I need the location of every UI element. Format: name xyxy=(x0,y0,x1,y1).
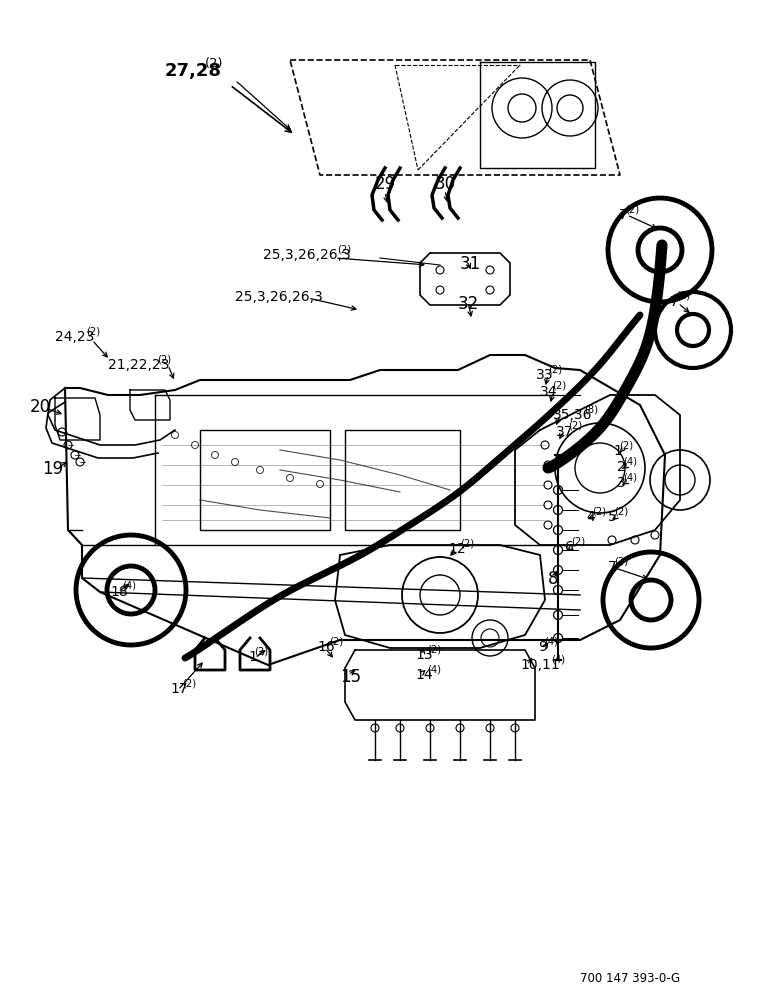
Text: 700 147 393-0-G: 700 147 393-0-G xyxy=(580,972,680,985)
Text: (4): (4) xyxy=(623,456,637,466)
Text: (2): (2) xyxy=(330,636,344,646)
Text: (2): (2) xyxy=(553,381,567,391)
Text: 35,36: 35,36 xyxy=(553,408,592,422)
Text: 18: 18 xyxy=(110,585,127,599)
Text: 13: 13 xyxy=(415,648,432,662)
Text: (2): (2) xyxy=(548,364,563,374)
Text: 29: 29 xyxy=(375,175,396,193)
Text: (2): (2) xyxy=(592,506,606,516)
Text: 25,3,26,26,3: 25,3,26,26,3 xyxy=(235,290,323,304)
Text: (2): (2) xyxy=(157,354,171,364)
Text: (4): (4) xyxy=(544,636,558,646)
Text: 17: 17 xyxy=(170,682,188,696)
Text: 1: 1 xyxy=(248,650,257,664)
Text: 20: 20 xyxy=(30,398,51,416)
Text: 30: 30 xyxy=(435,175,456,193)
Text: (2): (2) xyxy=(568,421,583,431)
Text: (8): (8) xyxy=(584,404,598,414)
Text: 7: 7 xyxy=(608,560,617,574)
Text: (4): (4) xyxy=(551,654,565,664)
Text: 9: 9 xyxy=(538,640,547,654)
Text: 5: 5 xyxy=(608,510,617,524)
Text: 32: 32 xyxy=(458,295,479,313)
Text: (2): (2) xyxy=(337,244,351,254)
Text: 19: 19 xyxy=(42,460,63,478)
Text: 37: 37 xyxy=(556,425,574,439)
Text: 4: 4 xyxy=(586,510,594,524)
Text: 21,22,23: 21,22,23 xyxy=(108,358,169,372)
Text: (2): (2) xyxy=(625,204,639,214)
Text: (2): (2) xyxy=(428,644,442,654)
Text: (2): (2) xyxy=(182,678,197,688)
Text: 25,3,26,26,3: 25,3,26,26,3 xyxy=(263,248,350,262)
Text: 8: 8 xyxy=(548,570,558,588)
Text: 10,11: 10,11 xyxy=(520,658,560,672)
Text: (4): (4) xyxy=(623,472,637,482)
Text: (2): (2) xyxy=(615,556,628,566)
Text: 12: 12 xyxy=(448,542,466,556)
Text: 24,23: 24,23 xyxy=(55,330,94,344)
Text: (2): (2) xyxy=(254,646,269,656)
Text: 15: 15 xyxy=(340,668,361,686)
Text: (2): (2) xyxy=(619,440,633,450)
Text: (4): (4) xyxy=(123,581,137,591)
Text: 6: 6 xyxy=(565,540,574,554)
Text: 7: 7 xyxy=(670,295,679,309)
Text: 2: 2 xyxy=(617,460,626,474)
Text: (4): (4) xyxy=(428,664,442,674)
Text: (2): (2) xyxy=(571,536,585,546)
Text: 34: 34 xyxy=(540,385,557,399)
Text: 27,28: 27,28 xyxy=(165,62,222,80)
Text: 1: 1 xyxy=(613,444,622,458)
Text: 33: 33 xyxy=(536,368,554,382)
Text: 16: 16 xyxy=(317,640,335,654)
Text: (2): (2) xyxy=(86,326,100,336)
Text: 7: 7 xyxy=(619,208,628,222)
Text: (2): (2) xyxy=(676,291,690,301)
Text: 3: 3 xyxy=(617,476,626,490)
Text: (2): (2) xyxy=(205,57,224,70)
Text: 14: 14 xyxy=(415,668,432,682)
Text: 31: 31 xyxy=(460,255,481,273)
Text: (2): (2) xyxy=(460,538,475,548)
Text: (2): (2) xyxy=(615,506,628,516)
